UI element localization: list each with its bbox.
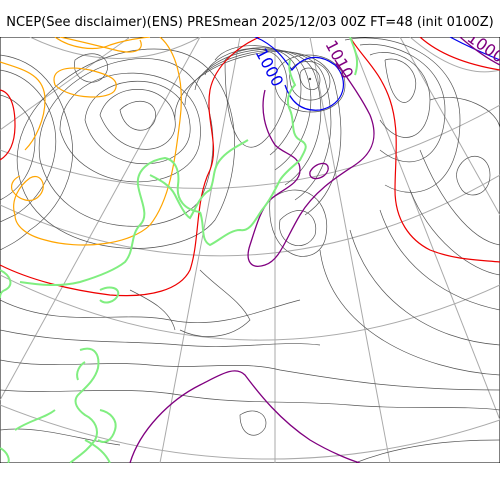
coastline-group bbox=[0, 37, 359, 463]
orange-contour bbox=[10, 175, 44, 216]
isobar bbox=[456, 155, 491, 196]
isobar bbox=[174, 51, 342, 216]
isobar bbox=[59, 72, 201, 183]
isobar bbox=[99, 89, 176, 150]
isobar bbox=[0, 359, 500, 391]
isobar bbox=[379, 209, 500, 311]
pressure-center-marker bbox=[308, 77, 312, 81]
isobar bbox=[224, 48, 288, 148]
isobar bbox=[194, 49, 322, 186]
purple-contour-group bbox=[129, 37, 500, 463]
isobar bbox=[119, 101, 156, 131]
purple-contour bbox=[459, 37, 500, 66]
isobar bbox=[279, 210, 317, 246]
pressure-map: 1000 1010 1000 bbox=[0, 37, 500, 463]
meridian-line bbox=[349, 37, 500, 421]
isobar bbox=[359, 43, 446, 163]
purple-contour bbox=[247, 59, 375, 267]
purple-contour bbox=[129, 370, 361, 463]
coastline bbox=[199, 59, 307, 247]
orange-contour bbox=[53, 67, 117, 98]
red-contour bbox=[419, 37, 500, 71]
orange-contour bbox=[14, 37, 182, 246]
coastline bbox=[84, 439, 111, 463]
isobar bbox=[319, 249, 500, 376]
coastline bbox=[349, 37, 359, 76]
isobar bbox=[409, 189, 500, 276]
isobar bbox=[204, 47, 312, 171]
meridian-line bbox=[159, 37, 241, 463]
meridian-line bbox=[309, 37, 391, 463]
map-panel: 1000 1010 1000 bbox=[0, 37, 500, 463]
isobar bbox=[429, 97, 500, 131]
orange-contour bbox=[59, 37, 142, 53]
isobar bbox=[0, 389, 500, 411]
meridian-line bbox=[0, 37, 131, 131]
isobar bbox=[299, 67, 321, 90]
isobar bbox=[274, 54, 346, 113]
meridian-line bbox=[0, 37, 201, 401]
red-contour bbox=[0, 37, 261, 297]
coastline bbox=[69, 347, 100, 463]
isobar bbox=[354, 439, 500, 463]
coastline bbox=[76, 361, 86, 381]
isobar bbox=[349, 229, 500, 346]
graticule bbox=[0, 37, 500, 463]
coastline bbox=[0, 269, 12, 299]
isobar bbox=[184, 50, 332, 201]
isobar bbox=[419, 149, 500, 246]
isobar bbox=[0, 428, 121, 446]
coastline bbox=[149, 139, 249, 220]
red-contour-group bbox=[0, 37, 500, 297]
isobar bbox=[0, 54, 73, 251]
isobar bbox=[269, 189, 327, 257]
coastline bbox=[97, 409, 117, 443]
isobar bbox=[289, 61, 331, 101]
latitude-line bbox=[0, 174, 500, 257]
map-title: NCEP(See disclaimer)(ENS) PRESmean 2025/… bbox=[6, 15, 494, 30]
coastline bbox=[0, 447, 10, 463]
red-contour bbox=[349, 37, 500, 263]
orange-contour bbox=[54, 37, 151, 50]
isobar-group bbox=[0, 37, 500, 463]
latitude-line bbox=[0, 104, 500, 189]
isobar bbox=[84, 81, 191, 164]
coastline bbox=[99, 286, 120, 304]
isobar bbox=[0, 94, 36, 201]
isobar bbox=[129, 289, 176, 331]
blue-contour bbox=[254, 37, 344, 111]
latitude-line bbox=[409, 37, 500, 73]
latitude-line bbox=[29, 37, 201, 59]
isobar bbox=[0, 299, 301, 324]
red-contour bbox=[0, 89, 16, 161]
orange-contour bbox=[0, 61, 46, 151]
isobar bbox=[344, 37, 461, 193]
coastline bbox=[14, 409, 56, 431]
isobar bbox=[179, 269, 251, 337]
latitude-line bbox=[0, 404, 500, 460]
isobar bbox=[0, 329, 321, 347]
isobar bbox=[38, 58, 214, 227]
latitude-line bbox=[0, 274, 500, 341]
purple-contour bbox=[309, 162, 329, 180]
coastline bbox=[19, 156, 201, 286]
orange-contour-group bbox=[0, 37, 182, 246]
